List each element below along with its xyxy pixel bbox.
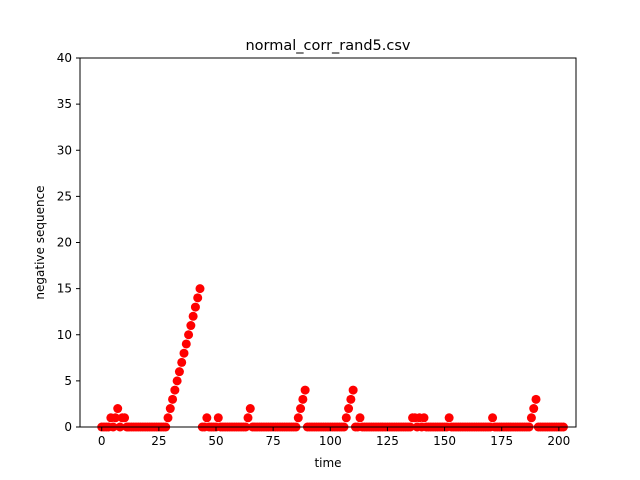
y-tick-label: 20 — [57, 236, 72, 250]
data-point — [184, 330, 194, 340]
x-tick-label: 125 — [376, 434, 399, 448]
data-point — [190, 302, 200, 312]
data-point — [300, 385, 310, 395]
x-tick-label: 150 — [433, 434, 456, 448]
y-tick-label: 0 — [64, 420, 72, 434]
data-point — [195, 284, 205, 294]
data-point — [444, 413, 454, 423]
data-point — [168, 394, 178, 404]
data-point — [296, 404, 306, 414]
data-point — [243, 413, 253, 423]
data-point — [346, 394, 356, 404]
x-tick-label: 100 — [319, 434, 342, 448]
data-point — [120, 413, 130, 423]
data-point — [341, 413, 351, 423]
x-tick-label: 200 — [547, 434, 570, 448]
data-point — [174, 367, 184, 377]
data-point — [355, 413, 365, 423]
data-point — [245, 404, 255, 414]
axis-ticks: 0 25 50 75 100 125 150 175 200 0 5 10 15 20 25 30 35 40 — [57, 51, 571, 448]
data-point — [531, 394, 541, 404]
y-tick-label: 30 — [57, 143, 72, 157]
plot-frame — [79, 57, 577, 428]
y-axis-label: negative sequence — [33, 185, 47, 299]
data-point — [344, 404, 354, 414]
data-point — [177, 357, 187, 367]
data-point — [170, 385, 180, 395]
x-axis-label: time — [314, 456, 341, 470]
y-tick-label: 40 — [57, 51, 72, 65]
x-tick-label: 0 — [98, 434, 106, 448]
data-point — [165, 404, 175, 414]
data-points — [97, 284, 568, 432]
data-point — [163, 413, 173, 423]
data-point — [202, 413, 212, 423]
data-point — [193, 293, 203, 303]
y-tick-label: 25 — [57, 189, 72, 203]
data-point — [213, 413, 223, 423]
x-tick-label: 175 — [490, 434, 513, 448]
data-point — [113, 404, 123, 414]
data-point — [293, 413, 303, 423]
data-point — [188, 311, 198, 321]
data-point — [526, 413, 536, 423]
x-tick-label: 25 — [151, 434, 166, 448]
data-point — [181, 339, 191, 349]
data-point — [110, 413, 120, 423]
y-tick-label: 15 — [57, 282, 72, 296]
x-tick-label: 75 — [266, 434, 281, 448]
data-point — [488, 413, 498, 423]
x-tick-label: 50 — [208, 434, 223, 448]
y-tick-label: 10 — [57, 328, 72, 342]
data-point — [419, 413, 429, 423]
data-point — [348, 385, 358, 395]
data-point — [172, 376, 182, 386]
y-tick-label: 35 — [57, 97, 72, 111]
data-point — [298, 394, 308, 404]
chart-title: normal_corr_rand5.csv — [245, 38, 410, 54]
y-tick-label: 5 — [64, 374, 72, 388]
data-point — [529, 404, 539, 414]
data-point — [179, 348, 189, 358]
data-point — [186, 321, 196, 331]
